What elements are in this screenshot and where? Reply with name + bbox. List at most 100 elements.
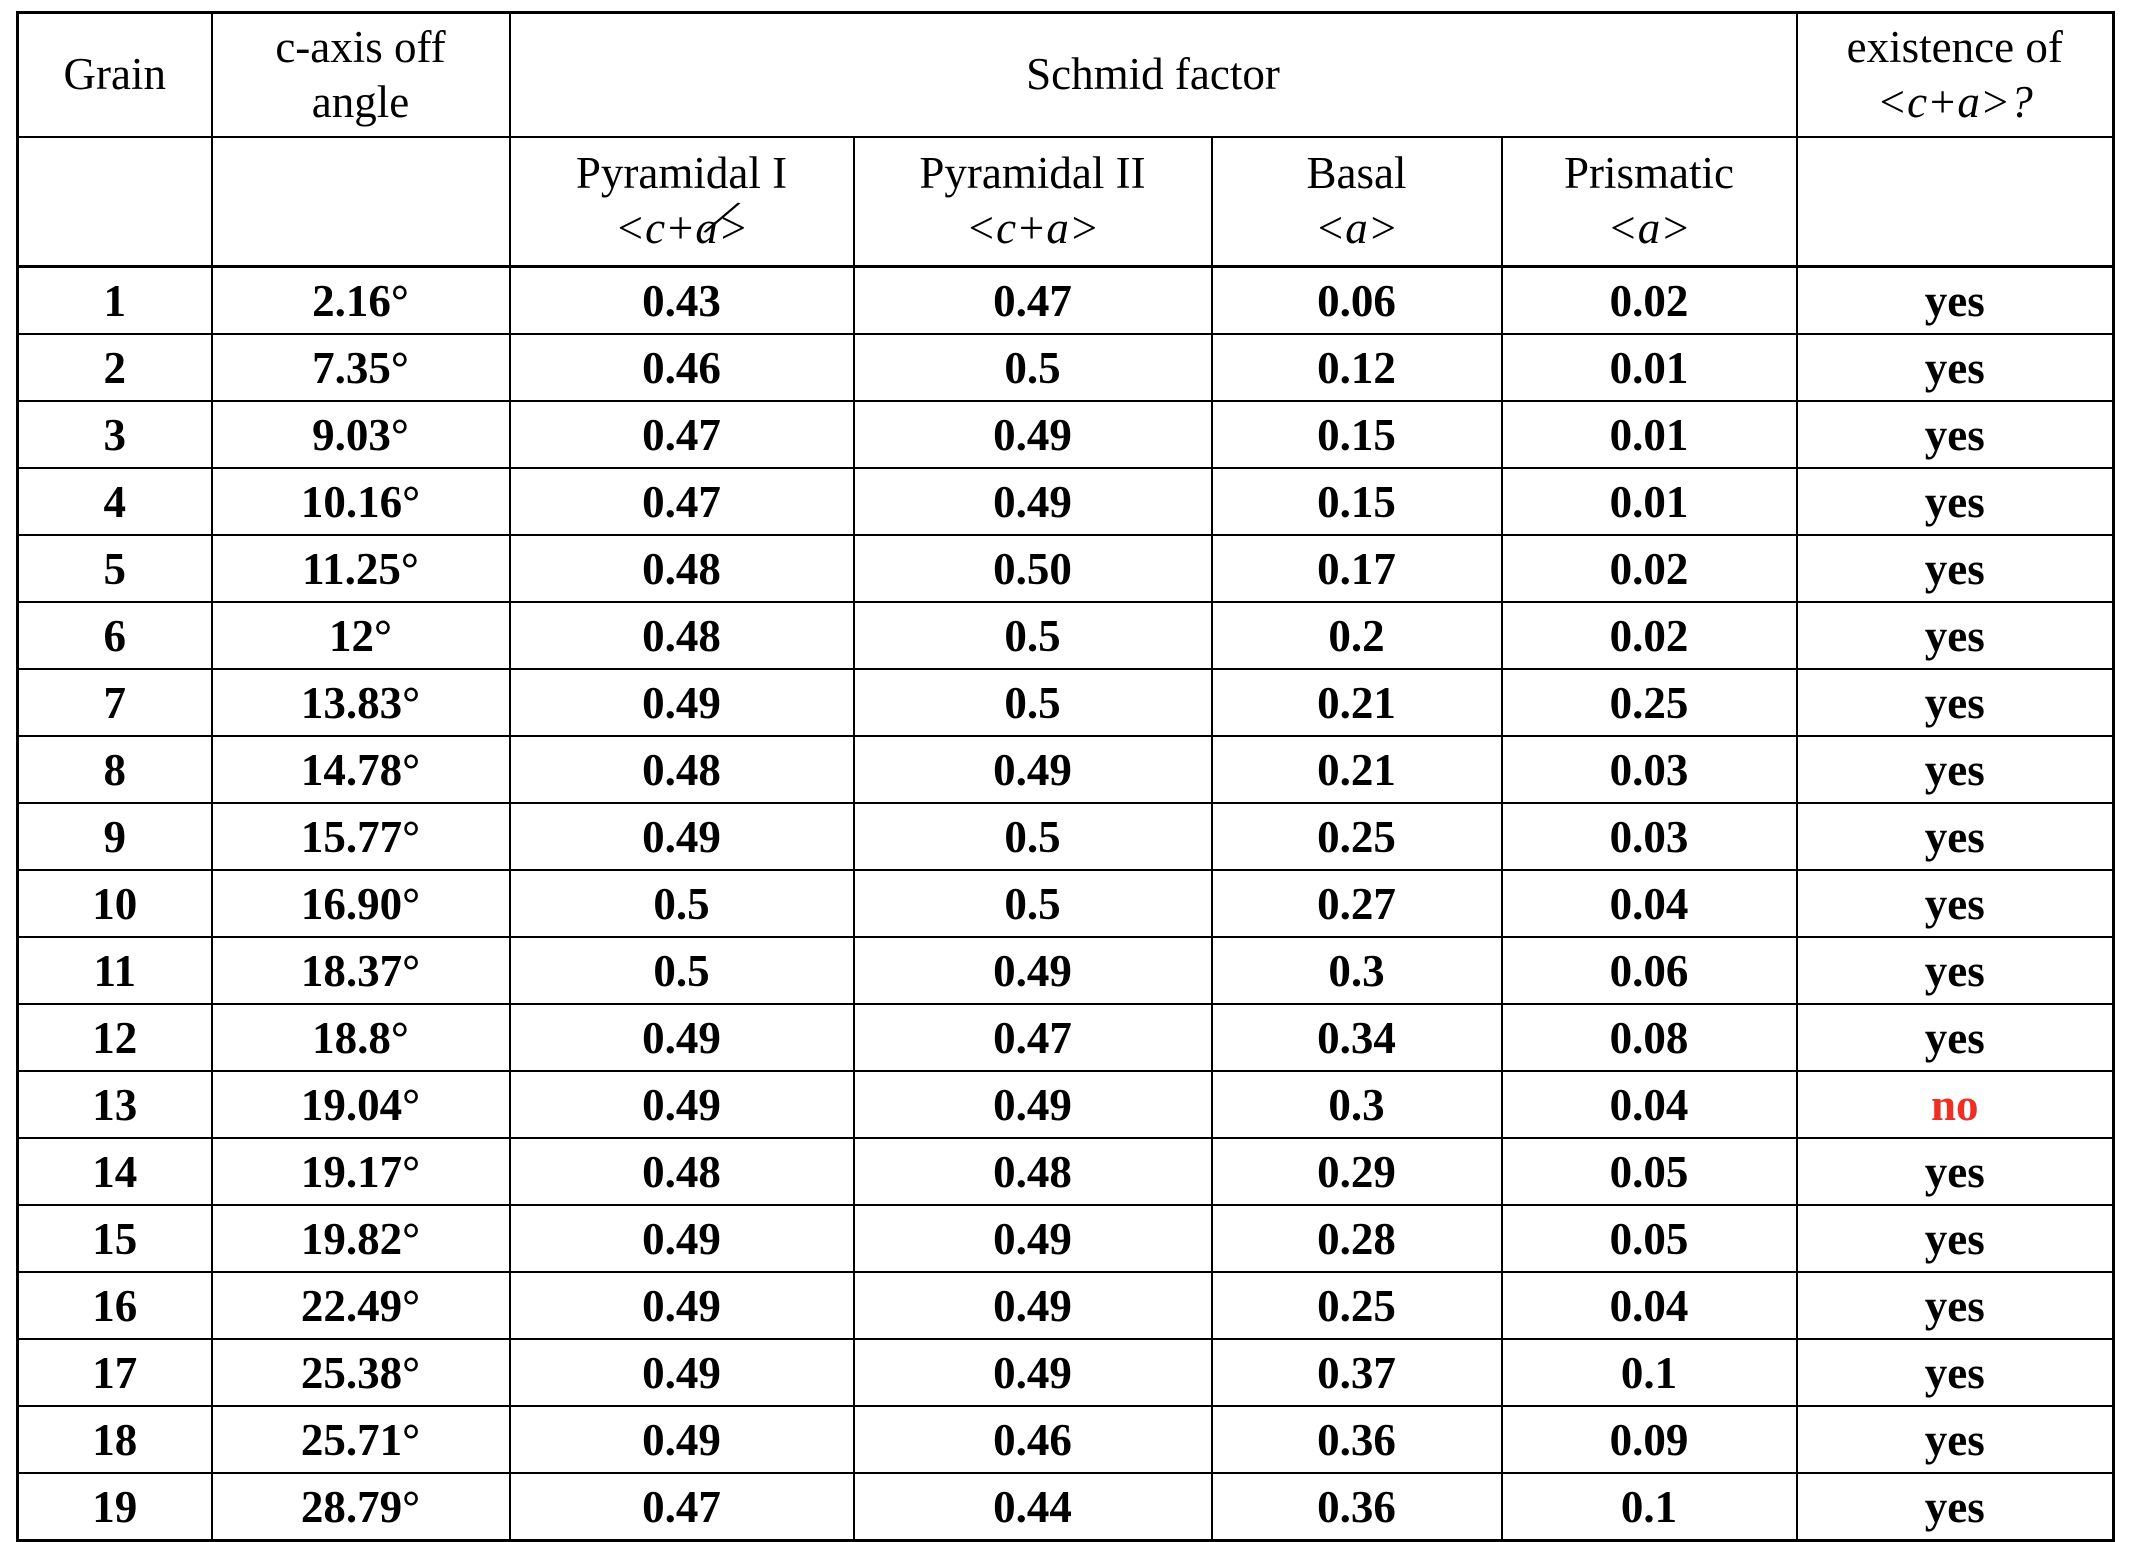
cell-pyramidal-1: 0.49	[508, 668, 855, 737]
cell-basal: 0.36	[1210, 1405, 1503, 1474]
cell-c-axis-off-angle: 10.16°	[210, 467, 511, 536]
table-row: 2 7.35° 0.46 0.5 0.12 0.01 yes	[16, 333, 2115, 402]
cell-existence: yes	[1795, 467, 2115, 536]
cell-prismatic: 0.09	[1500, 1405, 1798, 1474]
cell-pyramidal-1: 0.5	[508, 936, 855, 1005]
cell-pyramidal-2: 0.49	[852, 467, 1213, 536]
cell-pyramidal-1: 0.5	[508, 869, 855, 938]
subheader-c-axis-empty	[210, 135, 511, 268]
cell-grain: 1	[16, 265, 213, 335]
header-grain-label: Grain	[63, 49, 166, 100]
cell-pyramidal-1: 0.48	[508, 534, 855, 603]
table-body: 1 2.16° 0.43 0.47 0.06 0.02 yes 2 7.35° …	[16, 265, 2115, 1542]
cell-basal: 0.12	[1210, 333, 1503, 402]
cell-pyramidal-2: 0.49	[852, 1204, 1213, 1273]
header-existence-line2: <c+a>?	[1876, 76, 2033, 127]
header-c-axis-off-angle: c-axis off angle	[210, 11, 511, 138]
cell-basal: 0.21	[1210, 668, 1503, 737]
table-row: 1 2.16° 0.43 0.47 0.06 0.02 yes	[16, 265, 2115, 335]
cell-pyramidal-2: 0.49	[852, 1070, 1213, 1139]
cell-prismatic: 0.25	[1500, 668, 1798, 737]
cell-grain: 18	[16, 1405, 213, 1474]
cell-pyramidal-2: 0.46	[852, 1405, 1213, 1474]
subheader-existence-empty	[1795, 135, 2115, 268]
cell-grain: 2	[16, 333, 213, 402]
cell-grain: 14	[16, 1137, 213, 1206]
cell-c-axis-off-angle: 18.8°	[210, 1003, 511, 1072]
cell-prismatic: 0.08	[1500, 1003, 1798, 1072]
cell-prismatic: 0.03	[1500, 735, 1798, 804]
header-existence-line1: existence of	[1846, 21, 2063, 72]
header-schmid-factor: Schmid factor	[508, 11, 1798, 138]
cell-c-axis-off-angle: 7.35°	[210, 333, 511, 402]
table-row: 4 10.16° 0.47 0.49 0.15 0.01 yes	[16, 467, 2115, 536]
subheader-basal-axis: <a>	[1314, 203, 1399, 254]
cell-pyramidal-1: 0.47	[508, 400, 855, 469]
header-schmid-factor-label: Schmid factor	[1026, 49, 1280, 100]
table-row: 17 25.38° 0.49 0.49 0.37 0.1 yes	[16, 1338, 2115, 1407]
subheader-pyramidal-2: Pyramidal II <c+a>	[852, 135, 1213, 268]
cell-existence: yes	[1795, 601, 2115, 670]
cell-grain: 8	[16, 735, 213, 804]
cell-prismatic: 0.06	[1500, 936, 1798, 1005]
table-row: 9 15.77° 0.49 0.5 0.25 0.03 yes	[16, 802, 2115, 871]
cell-grain: 15	[16, 1204, 213, 1273]
cell-pyramidal-2: 0.47	[852, 265, 1213, 335]
table-row: 19 28.79° 0.47 0.44 0.36 0.1 yes	[16, 1472, 2115, 1542]
table-row: 10 16.90° 0.5 0.5 0.27 0.04 yes	[16, 869, 2115, 938]
subheader-basal: Basal <a>	[1210, 135, 1503, 268]
cell-basal: 0.15	[1210, 467, 1503, 536]
cell-prismatic: 0.01	[1500, 400, 1798, 469]
cell-pyramidal-1: 0.49	[508, 1070, 855, 1139]
table-row: 11 18.37° 0.5 0.49 0.3 0.06 yes	[16, 936, 2115, 1005]
cell-basal: 0.21	[1210, 735, 1503, 804]
cell-c-axis-off-angle: 16.90°	[210, 869, 511, 938]
cell-c-axis-off-angle: 25.71°	[210, 1405, 511, 1474]
header-row-1: Grain c-axis off angle Schmid factor exi…	[16, 11, 2115, 138]
cell-existence: yes	[1795, 1405, 2115, 1474]
cell-c-axis-off-angle: 28.79°	[210, 1472, 511, 1542]
cell-pyramidal-1: 0.43	[508, 265, 855, 335]
cell-basal: 0.25	[1210, 1271, 1503, 1340]
cell-existence: yes	[1795, 668, 2115, 737]
subheader-pyramidal-1: Pyramidal I <c+a> ∕	[508, 135, 855, 268]
cell-prismatic: 0.04	[1500, 869, 1798, 938]
cell-c-axis-off-angle: 9.03°	[210, 400, 511, 469]
subheader-prismatic: Prismatic <a>	[1500, 135, 1798, 268]
cell-prismatic: 0.02	[1500, 601, 1798, 670]
cell-prismatic: 0.02	[1500, 265, 1798, 335]
cell-prismatic: 0.03	[1500, 802, 1798, 871]
cell-c-axis-off-angle: 22.49°	[210, 1271, 511, 1340]
cell-grain: 19	[16, 1472, 213, 1542]
cell-basal: 0.28	[1210, 1204, 1503, 1273]
cell-grain: 7	[16, 668, 213, 737]
subheader-prismatic-axis: <a>	[1607, 203, 1691, 254]
table-header: Grain c-axis off angle Schmid factor exi…	[16, 11, 2115, 268]
cell-basal: 0.2	[1210, 601, 1503, 670]
cell-grain: 10	[16, 869, 213, 938]
cell-pyramidal-1: 0.48	[508, 735, 855, 804]
cell-grain: 16	[16, 1271, 213, 1340]
cell-pyramidal-2: 0.44	[852, 1472, 1213, 1542]
cell-basal: 0.34	[1210, 1003, 1503, 1072]
cell-c-axis-off-angle: 25.38°	[210, 1338, 511, 1407]
cell-prismatic: 0.01	[1500, 467, 1798, 536]
cell-basal: 0.27	[1210, 869, 1503, 938]
header-existence: existence of <c+a>?	[1795, 11, 2115, 138]
header-c-axis-line1: c-axis off	[275, 21, 446, 72]
cell-grain: 13	[16, 1070, 213, 1139]
cell-c-axis-off-angle: 19.82°	[210, 1204, 511, 1273]
cell-existence: yes	[1795, 265, 2115, 335]
cell-pyramidal-2: 0.49	[852, 400, 1213, 469]
table-row: 13 19.04° 0.49 0.49 0.3 0.04 no	[16, 1070, 2115, 1139]
table-row: 16 22.49° 0.49 0.49 0.25 0.04 yes	[16, 1271, 2115, 1340]
table-row: 5 11.25° 0.48 0.50 0.17 0.02 yes	[16, 534, 2115, 603]
cell-pyramidal-2: 0.5	[852, 668, 1213, 737]
table-row: 7 13.83° 0.49 0.5 0.21 0.25 yes	[16, 668, 2115, 737]
cell-pyramidal-2: 0.49	[852, 1338, 1213, 1407]
cell-pyramidal-1: 0.49	[508, 1003, 855, 1072]
subheader-pyramidal-2-axis: <c+a>	[965, 203, 1100, 254]
cell-c-axis-off-angle: 14.78°	[210, 735, 511, 804]
cell-pyramidal-1: 0.48	[508, 1137, 855, 1206]
